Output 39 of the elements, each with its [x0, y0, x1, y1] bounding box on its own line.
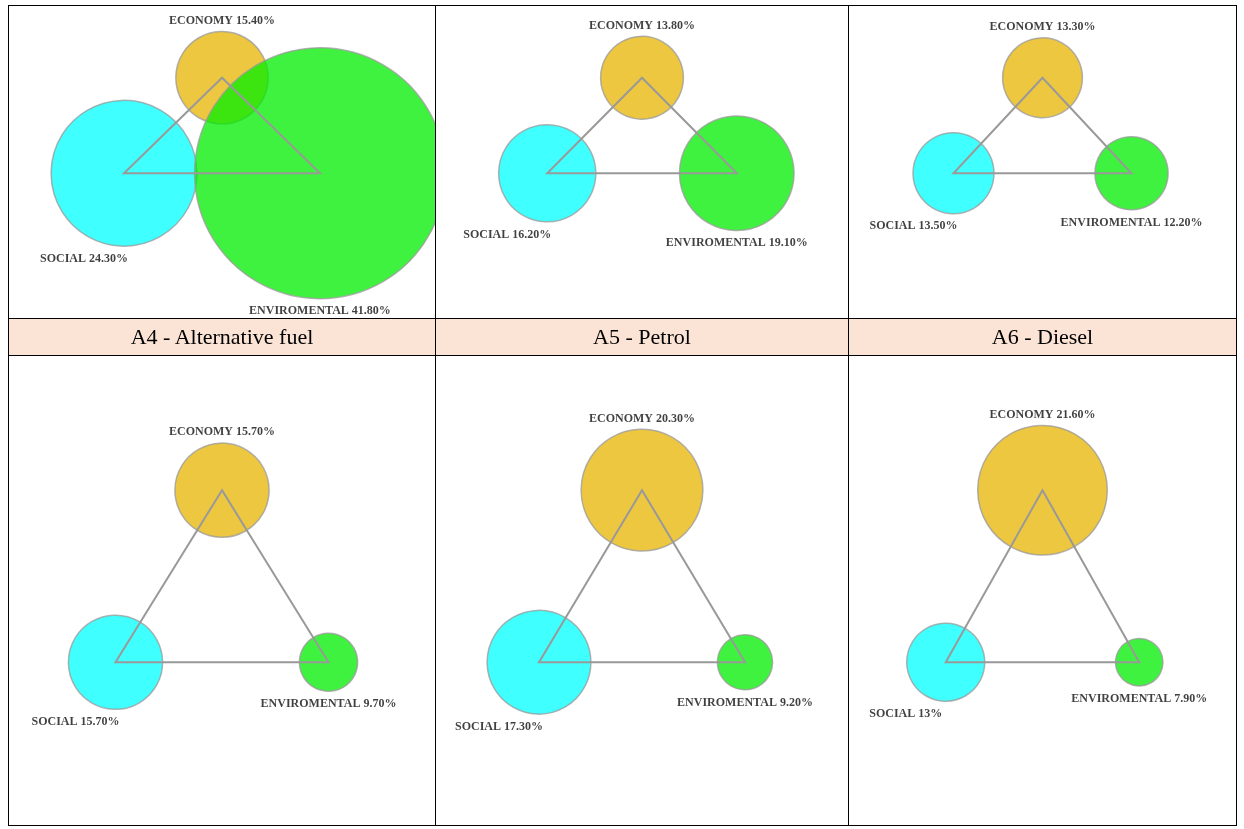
category-label: SOCIAL — [463, 226, 510, 241]
text: A6 - Diesel — [849, 319, 1236, 356]
data-label: 19.10% — [768, 235, 808, 250]
data-label: 16.20% — [512, 226, 552, 241]
category-label: ECONOMY — [169, 12, 234, 27]
category-label: ENVIROMENTAL — [677, 694, 777, 709]
category-label: SOCIAL — [869, 218, 916, 233]
data-label: 13% — [918, 706, 943, 720]
category-label: SOCIAL — [454, 718, 502, 733]
data-label: 20.30% — [656, 410, 695, 425]
category-label: SOCIAL — [869, 706, 916, 720]
category-label: ECONOMY — [589, 410, 654, 425]
data-label: 13.30% — [1056, 19, 1096, 34]
category-label: ECONOMY — [989, 19, 1054, 34]
data-label: 17.30% — [504, 718, 544, 733]
data-label: 7.90% — [1174, 690, 1208, 705]
category-label: ENVIROMENTAL — [1060, 214, 1161, 229]
category-label: ECONOMY — [589, 17, 654, 32]
data-label: 9.70% — [363, 696, 397, 711]
data-label: 41.80% — [351, 303, 391, 318]
category-label: SOCIAL — [31, 714, 78, 729]
category-label: ENVIROMENTAL — [260, 696, 361, 711]
category-label: ECONOMY — [169, 424, 234, 439]
category-label: ENVIROMENTAL — [665, 235, 766, 250]
category-label: SOCIAL — [40, 250, 87, 265]
data-label: 12.20% — [1163, 214, 1203, 229]
data-label: 15.70% — [80, 714, 120, 729]
data-label: 13.80% — [656, 17, 695, 32]
data-label: 9.20% — [779, 694, 813, 709]
category-label: ENVIROMENTAL — [249, 303, 349, 318]
data-label: 24.30% — [89, 250, 129, 265]
category-label: ENVIROMENTAL — [1071, 690, 1172, 705]
text: A4 - Alternative fuel — [9, 319, 435, 356]
data-label: 15.70% — [236, 424, 275, 439]
category-label: ECONOMY — [989, 406, 1054, 421]
data-label: 15.40% — [236, 12, 275, 27]
data-label: 13.50% — [918, 218, 958, 233]
text: A5 - Petrol — [436, 319, 848, 356]
data-label: 21.60% — [1056, 406, 1096, 421]
